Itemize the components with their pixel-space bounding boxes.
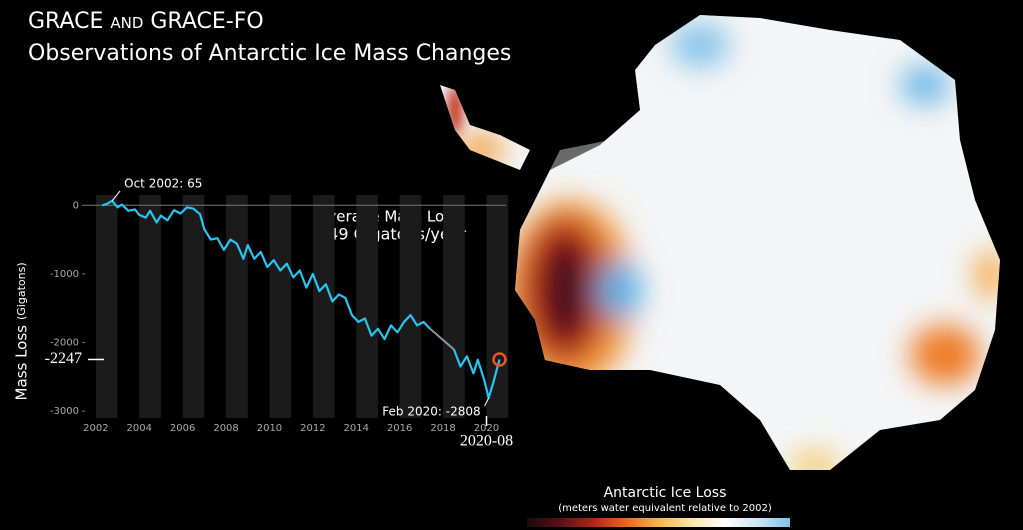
- gap-bridge: [429, 328, 455, 351]
- rate-title: Average Mass Loss:: [318, 208, 465, 226]
- x-tick-label: 2002: [83, 423, 108, 434]
- colorbar-subtitle: (meters water equivalent relative to 200…: [558, 503, 772, 514]
- x-tick-label: 2006: [170, 423, 195, 434]
- x-tick-label: 2012: [300, 423, 325, 434]
- current-date-label: 2020-08: [460, 433, 513, 450]
- current-marker: [492, 352, 507, 367]
- x-tick-label: 2014: [344, 423, 369, 434]
- colorbar: [527, 518, 790, 527]
- x-tick-label: 2008: [213, 423, 238, 434]
- year-band: [399, 195, 422, 418]
- x-tick-label: 2018: [430, 423, 455, 434]
- y-axis-label: Mass Loss (Gigatons): [13, 262, 31, 400]
- year-band: [269, 195, 292, 418]
- title: GRACE and GRACE-FO: [28, 9, 264, 34]
- year-band: [226, 195, 248, 418]
- year-band: [356, 195, 378, 418]
- x-tick-label: 2020: [474, 423, 499, 434]
- annotation-leader: [111, 190, 121, 202]
- x-tick-label: 2004: [127, 423, 152, 434]
- y-tick-label: -3000: [50, 406, 79, 417]
- x-tick-label: 2010: [257, 423, 282, 434]
- y-tick-label: -1000: [50, 269, 79, 280]
- subtitle: Observations of Antarctic Ice Mass Chang…: [28, 41, 511, 66]
- year-band: [486, 195, 509, 418]
- year-band: [443, 195, 465, 418]
- current-value-label: -2247: [45, 350, 82, 367]
- y-tick-label: 0: [73, 200, 79, 211]
- series-line: [102, 199, 501, 400]
- y-label-unit: (Gigatons): [15, 262, 28, 320]
- y-tick-label: -2000: [50, 338, 79, 349]
- year-band: [95, 195, 118, 418]
- annotation: Feb 2020: -2808: [382, 404, 480, 418]
- colorbar-title: Antarctic Ice Loss: [604, 485, 727, 501]
- year-band: [182, 195, 205, 418]
- year-band: [139, 195, 161, 418]
- year-band: [312, 195, 335, 418]
- annotation: Oct 2002: 65: [124, 176, 202, 190]
- rate-text: 149 Gigatons/year: [318, 225, 466, 244]
- annotation-leader: [484, 397, 490, 407]
- x-tick-label: 2016: [387, 423, 412, 434]
- y-label: Mass Loss: [13, 325, 31, 401]
